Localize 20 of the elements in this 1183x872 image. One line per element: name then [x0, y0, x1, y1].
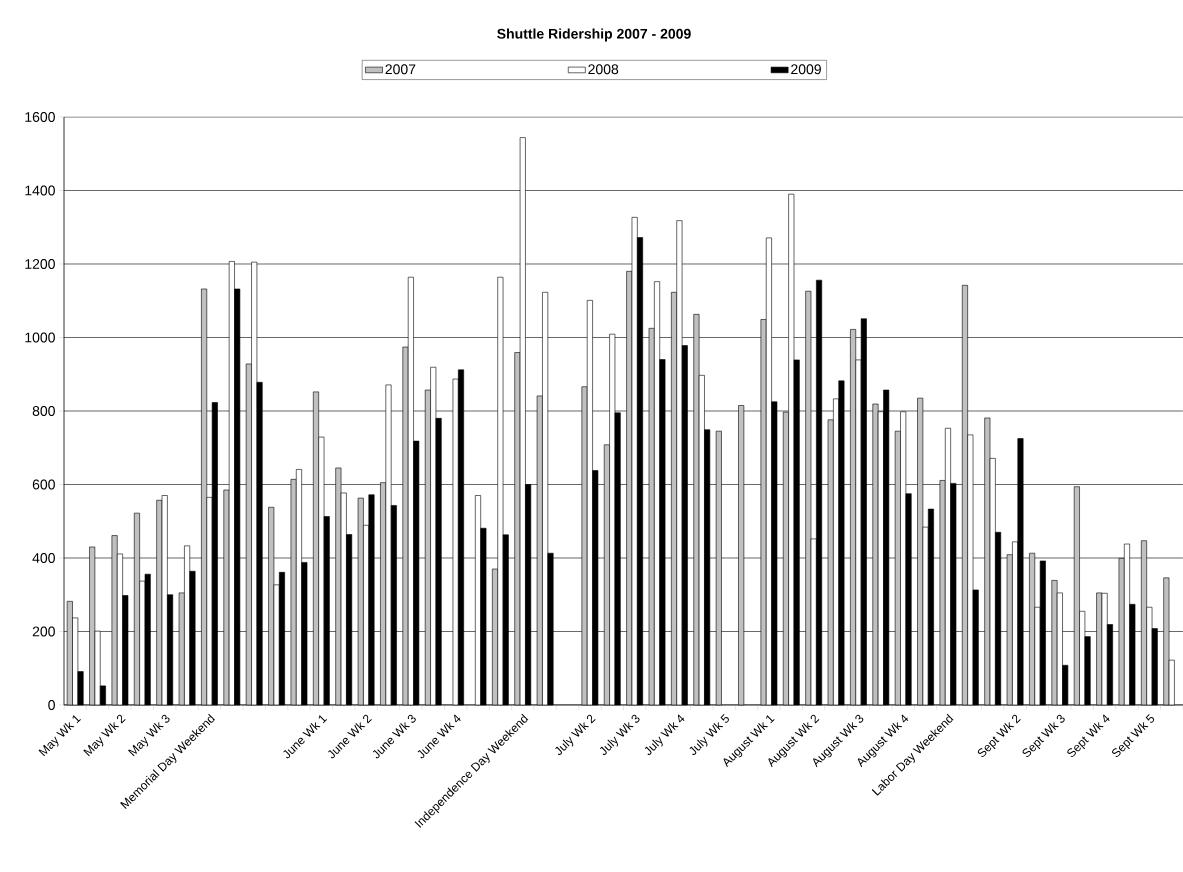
y-tick-label: 1200 [25, 259, 55, 269]
legend-label: 2009 [791, 64, 821, 75]
x-tick-label: May Wk 3 [128, 714, 170, 757]
y-tick-label: 400 [32, 553, 55, 563]
x-tick-label: July Wk 3 [599, 714, 640, 756]
x-tick-label: July Wk 5 [689, 714, 729, 756]
chart-title: Shuttle Ridership 2007 - 2009 [497, 28, 691, 42]
x-tick-label: May Wk 2 [83, 714, 126, 757]
y-tick-label: 0 [48, 700, 55, 710]
y-tick-label: 1600 [25, 112, 55, 122]
x-tick-label: July Wk 2 [555, 714, 596, 756]
x-tick-label: May Wk 1 [38, 715, 81, 757]
y-tick-label: 800 [32, 406, 55, 416]
x-tick-label: July Wk 4 [644, 714, 685, 756]
y-tick-label: 1400 [25, 185, 55, 196]
y-tick-label: 200 [32, 626, 55, 637]
legend-label: 2008 [588, 64, 619, 75]
y-tick-label: 600 [32, 479, 55, 490]
legend-label: 2007 [385, 64, 416, 75]
y-tick-label: 1000 [25, 332, 55, 343]
